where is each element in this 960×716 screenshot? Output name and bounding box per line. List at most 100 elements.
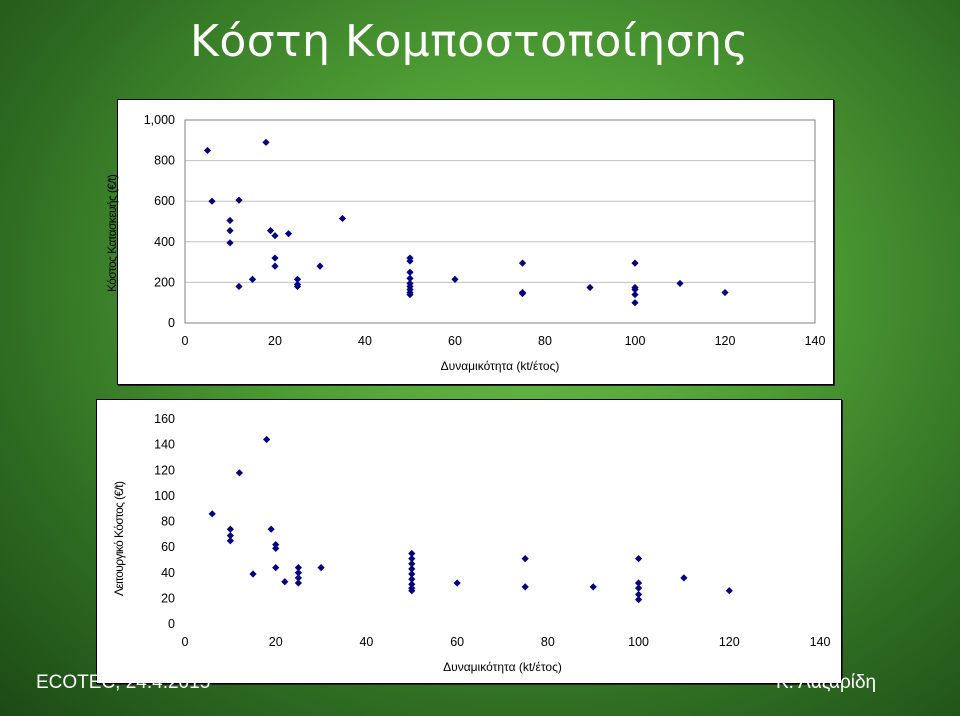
construction-cost-point bbox=[586, 283, 594, 292]
operating-cost-point bbox=[408, 570, 416, 578]
construction-cost-x-tick-label: 40 bbox=[358, 334, 372, 348]
construction-cost-point bbox=[518, 289, 527, 298]
construction-cost-y-tick-label: 800 bbox=[154, 154, 175, 168]
operating-cost-point bbox=[408, 565, 416, 573]
construction-cost-point bbox=[451, 275, 459, 283]
construction-cost-point bbox=[518, 259, 527, 267]
construction-cost-y-tick-label: 1,000 bbox=[144, 113, 175, 127]
construction-cost-point bbox=[721, 288, 729, 297]
operating-cost-point bbox=[317, 564, 325, 572]
footer-author: Κ. Λαζαρίδη bbox=[776, 672, 877, 693]
construction-cost-point bbox=[293, 282, 302, 291]
operating-cost-y-tick-label: 140 bbox=[154, 438, 175, 452]
construction-cost-point bbox=[676, 279, 684, 288]
operating-cost-x-tick-label: 140 bbox=[810, 635, 831, 649]
operating-cost-point bbox=[235, 469, 244, 477]
construction-cost-x-tick-label: 140 bbox=[805, 334, 826, 348]
operating-cost-point bbox=[226, 537, 234, 545]
construction-cost-point bbox=[235, 196, 243, 204]
operating-cost-y-tick-label: 60 bbox=[161, 540, 175, 554]
construction-cost-point bbox=[226, 216, 234, 225]
construction-cost-y-axis-label: Κόστος Κατασκευής (€/t) bbox=[105, 174, 119, 292]
operating-cost-y-tick-label: 80 bbox=[161, 515, 175, 529]
construction-cost-point bbox=[293, 275, 302, 283]
operating-cost-x-tick-label: 80 bbox=[541, 635, 555, 649]
construction-cost-plot: 0 200 400 600 800 1,000 0 20 40 60 80 100 120 140 Δυνα… bbox=[144, 113, 826, 373]
operating-cost-y-tick-label: 100 bbox=[154, 489, 175, 503]
construction-cost-x-tick-label: 80 bbox=[538, 334, 552, 348]
construction-cost-point bbox=[226, 227, 234, 235]
operating-cost-point bbox=[226, 531, 234, 540]
operating-cost-point bbox=[281, 578, 289, 586]
construction-cost-point bbox=[631, 299, 639, 307]
operating-cost-plot: 0 20 40 60 80 100 120 140 160 0 20 40 60 80 100 120 140 Δ… bbox=[154, 412, 831, 674]
operating-cost-point bbox=[408, 587, 416, 595]
operating-cost-chart: 0 20 40 60 80 100 120 140 160 0 20 40 60 80 100 120 140 Δ… bbox=[96, 399, 842, 684]
operating-cost-point bbox=[634, 579, 643, 587]
operating-cost-y-tick-label: 20 bbox=[161, 591, 175, 605]
operating-cost-point bbox=[272, 544, 280, 553]
construction-cost-point bbox=[266, 227, 275, 235]
operating-cost-point bbox=[521, 583, 529, 591]
operating-cost-point bbox=[680, 574, 688, 582]
operating-cost-point bbox=[408, 555, 416, 563]
construction-cost-y-tick-label: 600 bbox=[154, 194, 175, 208]
operating-cost-point bbox=[263, 435, 271, 444]
construction-cost-point bbox=[248, 275, 257, 283]
construction-cost-point bbox=[262, 138, 270, 146]
operating-cost-point bbox=[634, 590, 643, 599]
construction-cost-point bbox=[271, 254, 279, 262]
operating-cost-point bbox=[408, 560, 416, 568]
construction-cost-point bbox=[235, 282, 243, 291]
operating-cost-point bbox=[589, 583, 597, 591]
construction-cost-x-tick-label: 100 bbox=[625, 334, 646, 348]
construction-cost-y-tick-label: 400 bbox=[154, 235, 175, 249]
operating-cost-x-tick-label: 120 bbox=[719, 635, 740, 649]
operating-cost-y-axis-label: Λειτουργικό Κόστος (€/t) bbox=[112, 481, 126, 596]
construction-cost-point bbox=[631, 259, 639, 267]
construction-cost-x-tick-label: 0 bbox=[182, 334, 189, 348]
operating-cost-x-tick-label: 20 bbox=[269, 635, 283, 649]
construction-cost-y-tick-label: 200 bbox=[154, 275, 175, 289]
construction-cost-point bbox=[631, 285, 639, 294]
operating-cost-point bbox=[226, 525, 234, 533]
construction-cost-x-tick-label: 20 bbox=[268, 334, 282, 348]
construction-cost-point bbox=[631, 290, 639, 299]
operating-cost-point bbox=[294, 579, 302, 587]
operating-cost-x-axis-label: Δυναμικότητα (kt/έτος) bbox=[443, 660, 562, 674]
operating-cost-x-tick-label: 60 bbox=[450, 635, 464, 649]
operating-cost-point bbox=[634, 596, 643, 604]
operating-cost-y-tick-label: 120 bbox=[154, 463, 175, 477]
construction-cost-point bbox=[271, 232, 279, 240]
construction-cost-point bbox=[338, 214, 347, 223]
operating-cost-point bbox=[521, 555, 529, 563]
construction-cost-point bbox=[203, 146, 212, 155]
operating-cost-point bbox=[408, 549, 416, 558]
slide-title: Κόστη Κομποστοποίησης bbox=[190, 16, 749, 67]
construction-cost-point bbox=[316, 262, 324, 270]
construction-cost-point bbox=[271, 262, 279, 270]
construction-cost-chart: 0 200 400 600 800 1,000 0 20 40 60 80 100 120 140 Δυνα… bbox=[117, 99, 834, 385]
footer-event: ECOTEC, 24.4.2015 bbox=[36, 672, 211, 693]
operating-cost-point bbox=[634, 555, 643, 563]
construction-cost-point bbox=[208, 197, 216, 205]
construction-cost-x-axis-label: Δυναμικότητα (kt/έτος) bbox=[441, 359, 560, 373]
operating-cost-y-tick-label: 160 bbox=[154, 412, 175, 426]
operating-cost-point bbox=[267, 525, 275, 533]
operating-cost-x-tick-label: 100 bbox=[628, 635, 649, 649]
construction-cost-point bbox=[406, 268, 414, 276]
operating-cost-point bbox=[408, 580, 416, 588]
construction-cost-x-tick-label: 120 bbox=[715, 334, 736, 348]
operating-cost-point bbox=[725, 587, 733, 595]
construction-cost-point bbox=[226, 239, 234, 247]
operating-cost-point bbox=[634, 584, 643, 592]
construction-cost-y-tick-label: 0 bbox=[168, 316, 175, 330]
operating-cost-point bbox=[249, 570, 257, 578]
operating-cost-point bbox=[453, 579, 461, 587]
construction-cost-x-tick-label: 60 bbox=[448, 334, 462, 348]
operating-cost-y-tick-label: 40 bbox=[161, 566, 175, 580]
operating-cost-point bbox=[272, 564, 280, 572]
operating-cost-point bbox=[408, 575, 416, 583]
operating-cost-point bbox=[208, 510, 216, 518]
construction-cost-point bbox=[284, 230, 293, 238]
